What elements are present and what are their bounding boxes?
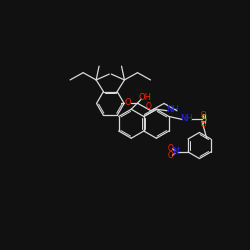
Text: O: O	[145, 102, 151, 111]
Text: S: S	[201, 114, 207, 124]
Text: O: O	[124, 98, 131, 107]
Text: +: +	[176, 146, 181, 151]
Text: OH: OH	[139, 93, 152, 102]
Text: NH: NH	[180, 114, 193, 123]
Text: O: O	[201, 122, 206, 128]
Text: O: O	[168, 151, 174, 160]
Text: NH: NH	[166, 106, 178, 114]
Text: N: N	[172, 147, 178, 156]
Text: O: O	[201, 111, 206, 117]
Text: O: O	[168, 144, 174, 153]
